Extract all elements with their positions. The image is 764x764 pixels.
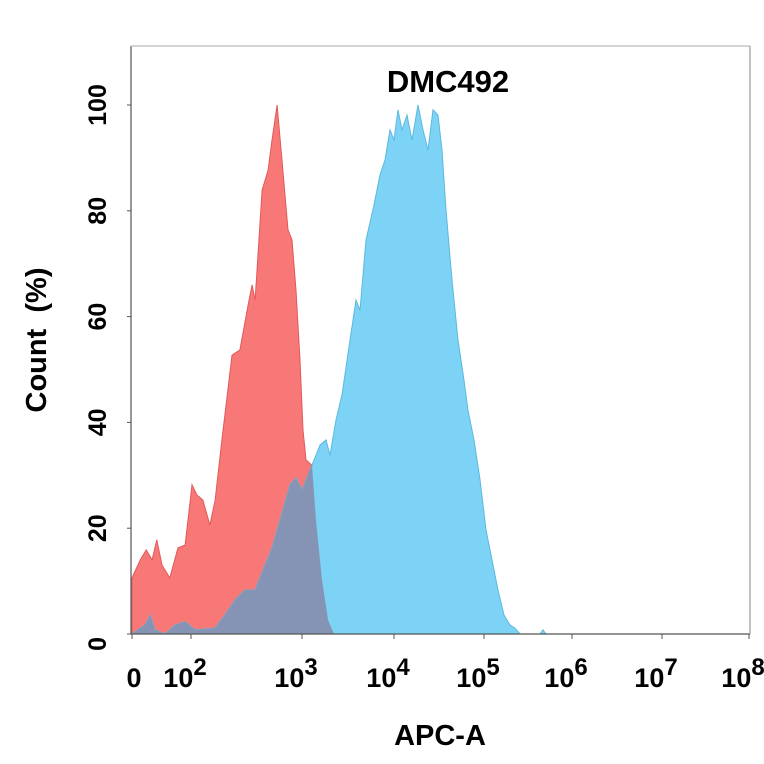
series-red-area — [131, 104, 335, 635]
y-tick-label: 100 — [84, 84, 112, 126]
x-tick-label: 105 — [456, 654, 499, 693]
x-axis-label: APC-A — [394, 720, 486, 752]
x-tick-label: 104 — [366, 654, 410, 693]
x-tick-label: 103 — [274, 654, 317, 693]
plot-frame — [130, 45, 751, 635]
y-tick-label: 20 — [84, 514, 112, 542]
y-tick-label: 80 — [84, 197, 112, 225]
y-tick-label: 60 — [84, 303, 112, 331]
x-tick-label: 108 — [721, 654, 764, 693]
chart-title: DMC492 — [387, 64, 509, 99]
y-tick-label: 40 — [84, 408, 112, 436]
y-axis-label: Count (%) — [21, 268, 53, 413]
y-tick-label: 0 — [84, 637, 112, 651]
y-ticks: 0 20 40 60 80 100 — [84, 84, 131, 651]
x-tick-label: 107 — [634, 654, 677, 693]
x-tick-label: 106 — [544, 654, 587, 693]
x-tick-label: 102 — [163, 654, 206, 693]
series-layer — [130, 104, 749, 635]
x-tick-label: 0 — [126, 663, 141, 693]
x-ticks: 0 102 103 104 105 106 107 108 — [126, 634, 764, 693]
